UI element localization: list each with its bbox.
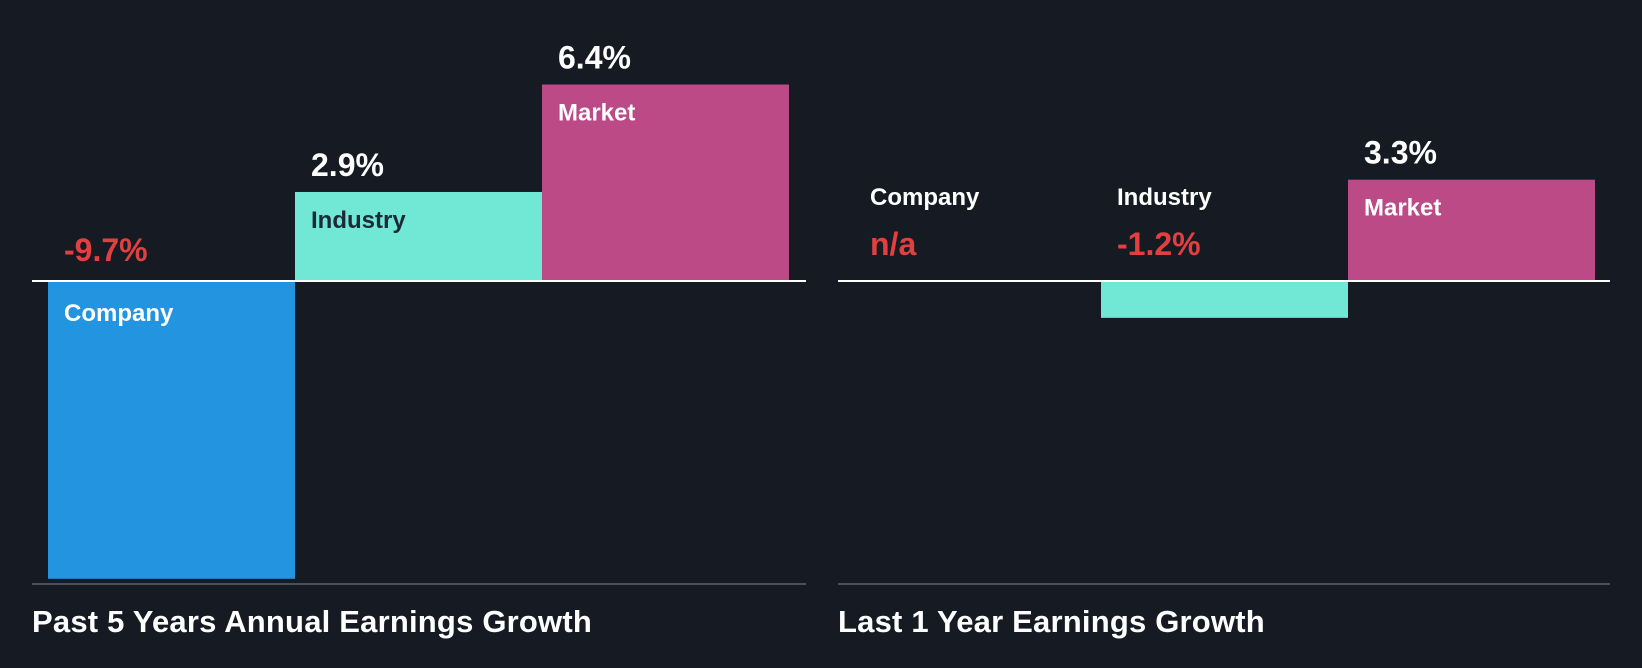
category-label-company-past-5-years: Company	[64, 300, 174, 327]
value-label-market-last-1-year: 3.3%	[1364, 135, 1437, 171]
bar-industry-last-1-year	[1101, 281, 1348, 318]
bar-industry-past-5-years	[295, 191, 542, 281]
category-label-company-last-1-year: Company	[870, 184, 980, 211]
value-label-industry-past-5-years: 2.9%	[311, 147, 384, 183]
bar-company-past-5-years	[48, 281, 295, 579]
category-label-market-last-1-year: Market	[1364, 195, 1441, 222]
category-label-market-past-5-years: Market	[558, 100, 635, 127]
category-label-industry-last-1-year: Industry	[1117, 184, 1212, 211]
bar-market-past-5-years	[542, 84, 789, 282]
category-label-industry-past-5-years: Industry	[311, 207, 406, 234]
value-label-industry-last-1-year: -1.2%	[1117, 226, 1201, 262]
value-label-market-past-5-years: 6.4%	[558, 40, 631, 76]
chart-title-last-1-year: Last 1 Year Earnings Growth	[838, 604, 1265, 639]
chart-title-past-5-years: Past 5 Years Annual Earnings Growth	[32, 604, 593, 639]
value-label-company-past-5-years: -9.7%	[64, 232, 148, 268]
bar-market-last-1-year	[1348, 179, 1595, 281]
value-label-company-last-1-year: n/a	[870, 226, 916, 262]
